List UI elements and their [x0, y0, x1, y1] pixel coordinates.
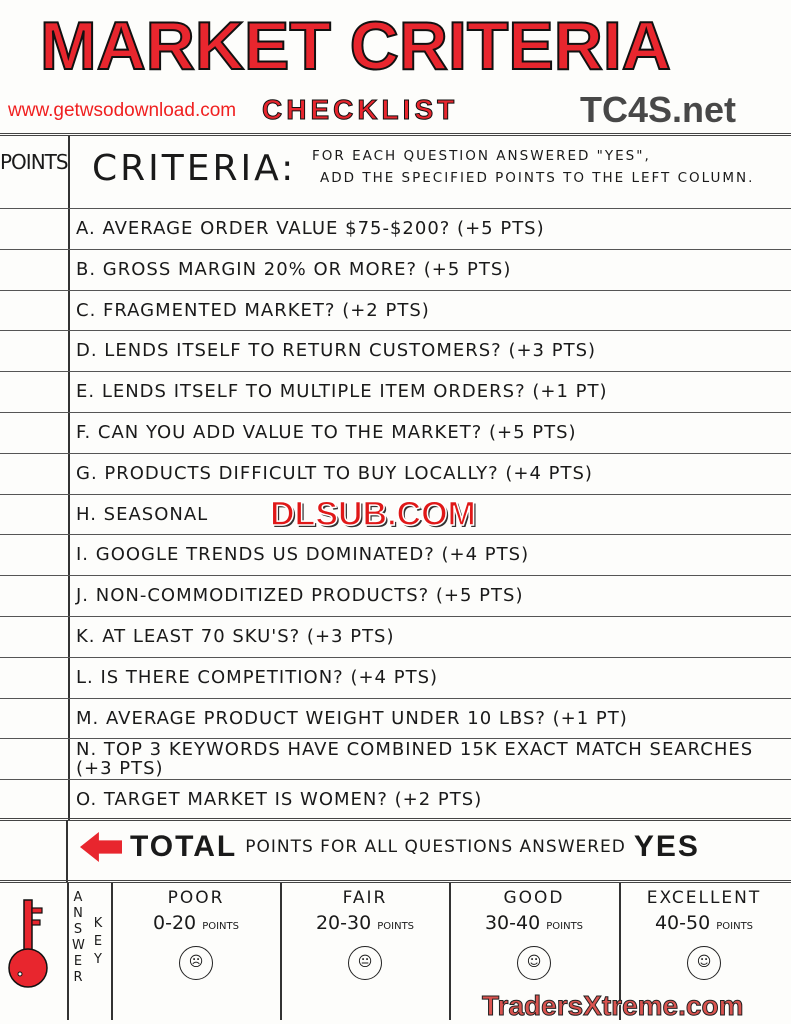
criteria-row: J. NON-COMMODITIZED PRODUCTS? (+5 PTS) — [76, 585, 524, 607]
row-divider — [0, 779, 791, 781]
letter: E — [93, 934, 103, 949]
range-unit: POINTS — [202, 921, 239, 932]
column-divider — [66, 820, 68, 882]
answer-key-excellent: EXCELLENT 40-50 POINTS ☺ — [620, 888, 788, 980]
column-divider — [449, 883, 451, 1020]
row-divider — [0, 289, 791, 291]
answer-key-fair: FAIR 20-30 POINTS 😐 — [281, 888, 449, 980]
row-divider — [0, 452, 791, 454]
column-divider — [67, 883, 69, 1020]
row-divider — [0, 493, 791, 495]
divider — [0, 818, 791, 821]
criteria-row: F. CAN YOU ADD VALUE TO THE MARKET? (+5 … — [76, 422, 577, 443]
watermark-bottom: TradersXtreme.com — [481, 990, 744, 1022]
letter: Y — [94, 952, 102, 967]
range-unit: POINTS — [377, 921, 415, 932]
level-range: 0-20 POINTS — [112, 912, 280, 934]
letter: E — [73, 954, 83, 969]
letter: K — [93, 916, 103, 931]
criteria-row: M. AVERAGE PRODUCT WEIGHT UNDER 10 LBS? … — [76, 707, 628, 729]
row-divider — [0, 616, 791, 617]
letter: R — [73, 970, 83, 985]
total-label: TOTAL — [130, 830, 238, 863]
answer-key-poor: POOR 0-20 POINTS ☹ — [112, 888, 280, 980]
row-divider — [0, 697, 791, 699]
criteria-header: CRITERIA: — [92, 148, 297, 189]
criteria-row: K. AT LEAST 70 SKU'S? (+3 PTS) — [76, 626, 395, 647]
criteria-instructions: FOR EACH QUESTION ANSWERED "YES", ADD TH… — [312, 145, 754, 189]
criteria-row: O. TARGET MARKET IS WOMEN? (+2 PTS) — [76, 789, 483, 811]
criteria-row: G. PRODUCTS DIFFICULT TO BUY LOCALLY? (+… — [76, 462, 593, 484]
watermark-center: DLSUB.COM — [269, 494, 476, 534]
neutral-face-icon: 😐 — [348, 946, 382, 980]
watermark-url: www.getwsodownload.com — [8, 100, 237, 121]
total-row: TOTAL POINTS FOR ALL QUESTIONS ANSWERED … — [80, 830, 700, 864]
criteria-row: I. GOOGLE TRENDS US DOMINATED? (+4 PTS) — [76, 544, 530, 566]
column-divider — [68, 136, 70, 820]
divider — [0, 133, 791, 136]
level-range: 30-40 POINTS — [450, 912, 618, 934]
row-divider — [0, 371, 791, 373]
row-divider — [0, 330, 791, 332]
points-header: POINTS — [0, 150, 69, 174]
column-divider — [280, 883, 282, 1020]
letter: A — [73, 890, 83, 905]
total-yes: YES — [633, 830, 700, 863]
key-icon — [8, 899, 48, 988]
row-divider — [0, 208, 791, 209]
criteria-row: A. AVERAGE ORDER VALUE $75-$200? (+5 PTS… — [76, 218, 545, 239]
range-value: 0-20 — [153, 912, 197, 934]
level-range: 40-50 POINTS — [620, 912, 788, 934]
criteria-row: H. SEASONAL — [76, 503, 209, 525]
instruction-line: FOR EACH QUESTION ANSWERED "YES", — [312, 148, 651, 164]
column-divider — [619, 883, 621, 1020]
sad-face-icon: ☹ — [179, 946, 213, 980]
instruction-line: ADD THE SPECIFIED POINTS TO THE LEFT COL… — [320, 170, 755, 186]
row-divider — [0, 656, 791, 658]
range-value: 20-30 — [315, 912, 372, 934]
criteria-row: E. LENDS ITSELF TO MULTIPLE ITEM ORDERS?… — [76, 381, 608, 403]
level-label: EXCELLENT — [646, 888, 762, 908]
range-unit: POINTS — [546, 921, 584, 932]
page-title: MARKET CRITERIA — [39, 7, 672, 85]
row-divider — [0, 575, 791, 577]
big-smile-face-icon: ☺ — [687, 946, 721, 980]
column-divider — [111, 883, 113, 1020]
range-value: 40-50 — [654, 912, 711, 934]
answer-key-good: GOOD 30-40 POINTS ☺ — [450, 888, 618, 980]
criteria-row: B. GROSS MARGIN 20% OR MORE? (+5 PTS) — [76, 258, 512, 280]
criteria-row: D. LENDS ITSELF TO RETURN CUSTOMERS? (+3… — [76, 340, 597, 362]
row-divider — [0, 738, 791, 740]
level-label: FAIR — [342, 888, 388, 908]
watermark: TC4S.net — [580, 89, 737, 130]
letter: N — [73, 906, 83, 921]
row-divider — [0, 412, 791, 413]
level-range: 20-30 POINTS — [281, 912, 449, 934]
arrow-left-icon — [80, 832, 122, 862]
page-subtitle: CHECKLIST — [261, 94, 459, 126]
letter: W — [72, 938, 85, 953]
row-divider — [0, 248, 791, 250]
criteria-row: C. FRAGMENTED MARKET? (+2 PTS) — [76, 299, 430, 321]
range-unit: POINTS — [716, 921, 754, 932]
letter: S — [73, 922, 83, 937]
row-divider — [0, 534, 791, 536]
smile-face-icon: ☺ — [517, 946, 551, 980]
criteria-row: N. TOP 3 KEYWORDS HAVE COMBINED 15K EXAC… — [76, 738, 754, 779]
level-label: POOR — [167, 888, 225, 908]
criteria-row: L. IS THERE COMPETITION? (+4 PTS) — [76, 666, 439, 688]
total-text: POINTS FOR ALL QUESTIONS ANSWERED — [245, 837, 626, 857]
level-label: GOOD — [503, 888, 565, 908]
range-value: 30-40 — [484, 912, 541, 934]
divider — [0, 880, 791, 883]
